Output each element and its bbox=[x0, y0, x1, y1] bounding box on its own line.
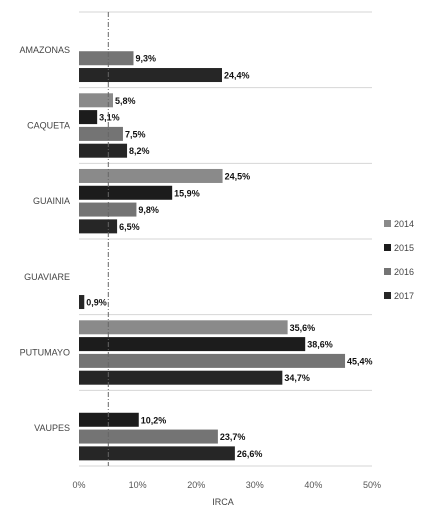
data-label-putumayo-2016: 45,4% bbox=[347, 356, 373, 366]
legend-swatch-2017 bbox=[384, 292, 391, 299]
legend-swatch-2014 bbox=[384, 220, 391, 227]
x-tick-label: 30% bbox=[246, 480, 264, 490]
category-label-guainia: GUAINIA bbox=[33, 196, 70, 206]
data-label-vaupes-2016: 23,7% bbox=[220, 432, 246, 442]
data-label-guainia-2015: 15,9% bbox=[174, 188, 200, 198]
bar-guainia-2016 bbox=[79, 202, 137, 217]
data-label-caqueta-2016: 7,5% bbox=[125, 129, 146, 139]
category-label-guaviare: GUAVIARE bbox=[24, 272, 70, 282]
data-label-guainia-2017: 6,5% bbox=[119, 222, 140, 232]
bar-caqueta-2016 bbox=[79, 126, 123, 141]
data-label-guainia-2016: 9,8% bbox=[138, 205, 159, 215]
category-label-amazonas: AMAZONAS bbox=[19, 45, 70, 55]
legend-label-2017: 2017 bbox=[394, 291, 414, 301]
data-label-caqueta-2015: 3,1% bbox=[99, 113, 120, 123]
data-label-amazonas-2016: 9,3% bbox=[135, 54, 156, 64]
category-label-vaupes: VAUPES bbox=[34, 423, 70, 433]
x-tick-label: 10% bbox=[129, 480, 147, 490]
bar-guaviare-2017 bbox=[79, 295, 85, 310]
bar-caqueta-2017 bbox=[79, 143, 128, 158]
legend-label-2015: 2015 bbox=[394, 243, 414, 253]
legend-label-2016: 2016 bbox=[394, 267, 414, 277]
data-label-amazonas-2017: 24,4% bbox=[224, 71, 250, 81]
category-label-caqueta: CAQUETA bbox=[27, 121, 70, 131]
bar-putumayo-2017 bbox=[79, 370, 283, 385]
legend-swatch-2015 bbox=[384, 244, 391, 251]
data-label-putumayo-2014: 35,6% bbox=[290, 323, 316, 333]
category-label-putumayo: PUTUMAYO bbox=[20, 348, 70, 358]
bar-putumayo-2015 bbox=[79, 337, 306, 352]
bar-guainia-2015 bbox=[79, 185, 173, 200]
bar-caqueta-2015 bbox=[79, 110, 98, 125]
bar-vaupes-2015 bbox=[79, 412, 139, 427]
bar-caqueta-2014 bbox=[79, 93, 113, 108]
x-tick-label: 40% bbox=[304, 480, 322, 490]
legend-label-2014: 2014 bbox=[394, 219, 414, 229]
data-label-vaupes-2015: 10,2% bbox=[141, 415, 167, 425]
bar-putumayo-2016 bbox=[79, 353, 346, 368]
bar-amazonas-2016 bbox=[79, 51, 134, 66]
bar-guainia-2017 bbox=[79, 219, 118, 234]
bar-vaupes-2017 bbox=[79, 446, 235, 461]
data-label-caqueta-2014: 5,8% bbox=[115, 96, 136, 106]
x-tick-label: 0% bbox=[72, 480, 85, 490]
data-label-putumayo-2017: 34,7% bbox=[284, 373, 310, 383]
data-label-vaupes-2017: 26,6% bbox=[237, 449, 263, 459]
x-axis-title: IRCA bbox=[212, 497, 234, 507]
bar-guainia-2014 bbox=[79, 168, 223, 183]
bar-putumayo-2014 bbox=[79, 320, 288, 335]
data-label-guainia-2014: 24,5% bbox=[225, 171, 251, 181]
data-label-guaviare-2017: 0,9% bbox=[86, 298, 107, 308]
bar-vaupes-2016 bbox=[79, 429, 218, 444]
data-label-putumayo-2015: 38,6% bbox=[307, 340, 333, 350]
data-label-caqueta-2017: 8,2% bbox=[129, 146, 150, 156]
bar-amazonas-2017 bbox=[79, 68, 222, 83]
x-tick-label: 20% bbox=[187, 480, 205, 490]
legend-swatch-2016 bbox=[384, 268, 391, 275]
x-tick-label: 50% bbox=[363, 480, 381, 490]
